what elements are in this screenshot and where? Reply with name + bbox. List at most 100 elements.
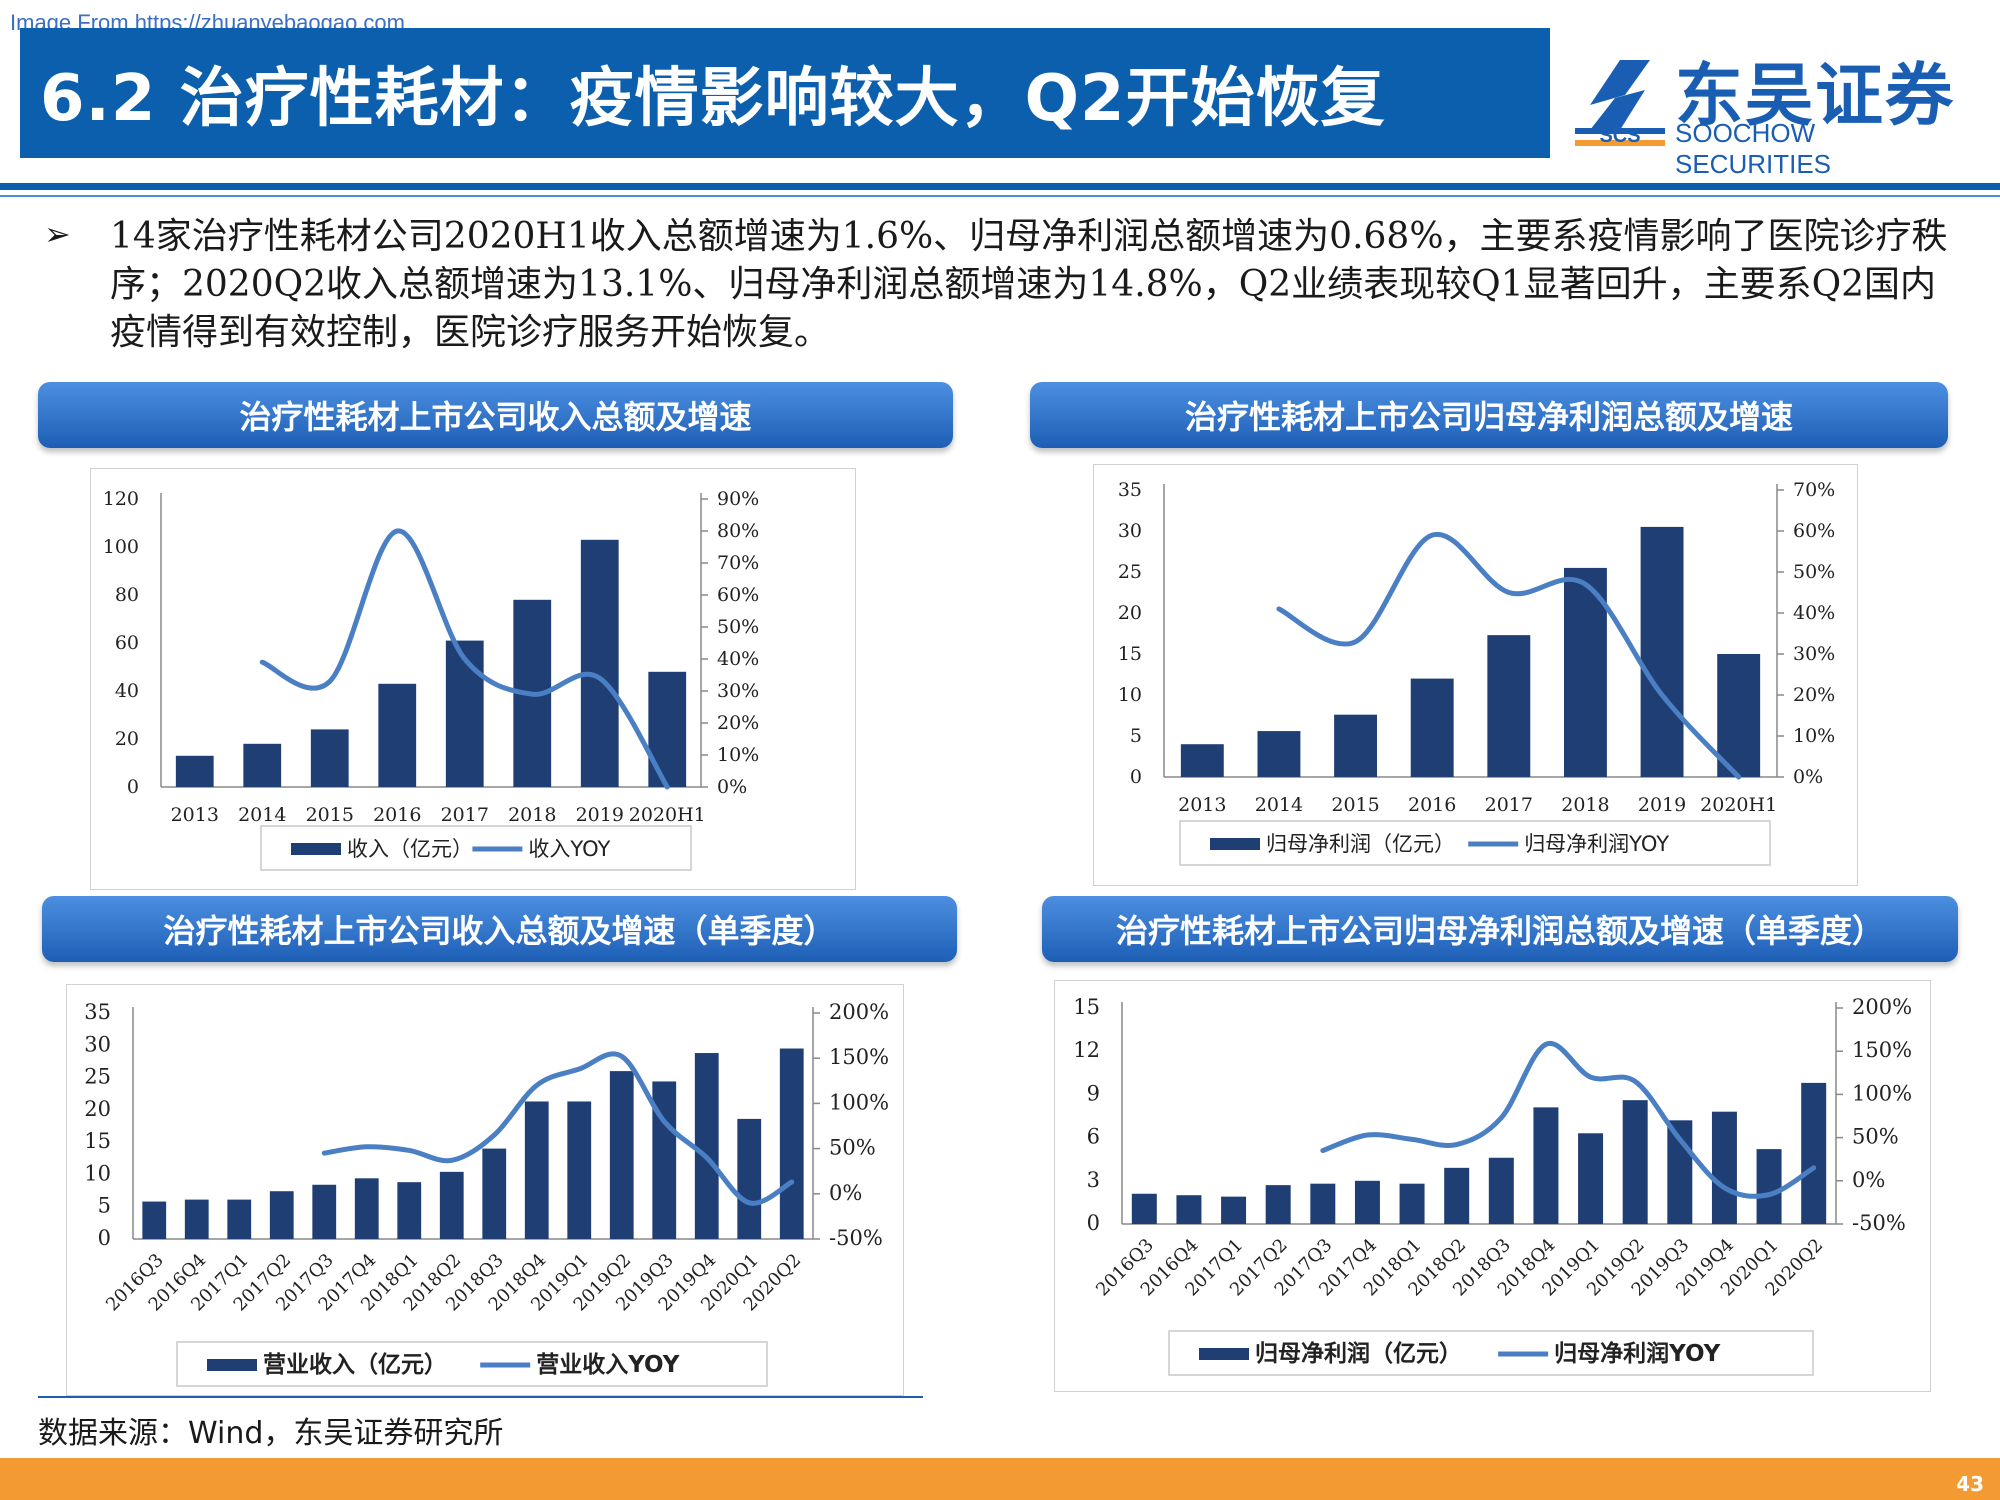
left-tick-label: 15: [1118, 643, 1142, 665]
bar-2018Q1: [1399, 1183, 1425, 1224]
data-source: 数据来源：Wind，东吴证券研究所: [38, 1416, 504, 1451]
title-bar: 6.2 治疗性耗材：疫情影响较大，Q2开始恢复: [20, 28, 1550, 158]
chart-profit-quarterly: 0 3 6 9 12 15 -50% 0% 50% 100% 150% 200% 2016Q3 2016Q…: [1054, 980, 1931, 1392]
left-tick-label: 12: [1073, 1038, 1100, 1062]
legend-bar-swatch: [1199, 1348, 1249, 1360]
bar-2019Q1: [567, 1101, 592, 1239]
bar-2015: [1334, 714, 1378, 777]
bar-2020Q2: [1801, 1082, 1827, 1224]
chart-revenue-quarterly-svg: 05101520253035-50%0%50%100%150%200%2016Q…: [84, 1000, 889, 1387]
legend-bar-swatch: [291, 843, 341, 855]
legend-line-label: 归母净利润YOY: [1524, 832, 1669, 856]
bar-2019: [580, 539, 619, 787]
bar-2019Q3: [652, 1081, 677, 1239]
right-tick-label: 0%: [1793, 766, 1823, 788]
left-tick-label: 30: [1118, 520, 1142, 542]
x-tick-label: 2020H1: [1700, 794, 1777, 816]
right-tick-label: 200%: [829, 1000, 889, 1024]
legend-line-label: 归母净利润YOY: [1554, 1340, 1721, 1367]
legend-line-label: 收入YOY: [528, 837, 610, 861]
right-tick-label: 30%: [1793, 643, 1835, 665]
legend-box: [176, 1341, 768, 1387]
bar-2014: [243, 743, 282, 787]
right-tick-label: 100%: [1852, 1081, 1912, 1105]
right-tick-label: 50%: [829, 1136, 876, 1160]
left-tick-label: 35: [84, 1000, 111, 1024]
header-divider-thin: [0, 195, 2000, 197]
left-tick-label: 20: [84, 1097, 111, 1121]
right-tick-label: -50%: [829, 1226, 883, 1250]
chart-revenue-annual-svg: 0 20 40 60 80 100 120 0% 10% 20% 30% 40% 50% 60% 70% 80…: [103, 488, 759, 871]
bar-2019: [1640, 526, 1684, 777]
arrow-bullet-icon: ➢: [44, 215, 71, 253]
left-tick-label: 30: [84, 1032, 111, 1056]
right-tick-label: 10%: [717, 744, 759, 766]
x-tick-label: 2020H1: [629, 804, 706, 826]
left-tick-label: 15: [1073, 995, 1100, 1019]
bar-2018Q4: [524, 1101, 549, 1239]
left-tick-label: 0: [127, 776, 139, 798]
bar-2017Q2: [1265, 1185, 1291, 1224]
bar-2020H1: [1717, 654, 1761, 777]
left-tick-label: 35: [1118, 479, 1142, 501]
legend-bar-swatch: [207, 1359, 257, 1371]
x-tick-label: 2014: [238, 804, 286, 826]
bar-2020Q2: [779, 1048, 804, 1239]
bar-2013: [175, 755, 214, 787]
right-tick-label: 50%: [717, 616, 759, 638]
bar-2017: [1487, 635, 1531, 777]
page-number: 43: [1956, 1472, 1984, 1496]
yoy-line: [321, 1051, 795, 1206]
right-tick-label: 20%: [1793, 684, 1835, 706]
section-header-revenue-quarterly: 治疗性耗材上市公司收入总额及增速（单季度）: [42, 896, 957, 962]
legend-box: [1168, 1330, 1814, 1376]
legend-box: [260, 825, 692, 871]
bar-2020H1: [648, 671, 687, 787]
footer-bar: [0, 1458, 2000, 1500]
bar-2018Q4: [1533, 1107, 1559, 1224]
logo-chinese-name: 东吴证券: [1675, 57, 1956, 136]
x-tick-label: 2016: [373, 804, 421, 826]
legend-line-label: 营业收入YOY: [536, 1351, 680, 1378]
right-tick-label: 20%: [717, 712, 759, 734]
right-tick-label: 50%: [1852, 1125, 1899, 1149]
x-tick-label: 2015: [306, 804, 354, 826]
x-tick-label: 2017: [1485, 794, 1533, 816]
yoy-line: [259, 528, 670, 790]
bar-2016: [378, 683, 417, 787]
left-tick-label: 10: [84, 1161, 111, 1185]
chart-revenue-quarterly: 0 5 10 15 20 25 30 35 -50% 0% 50% 100% 150% 200% 2016Q…: [66, 984, 904, 1396]
right-tick-label: 60%: [717, 584, 759, 606]
x-tick-label: 2015: [1331, 794, 1379, 816]
bar-2019Q2: [609, 1071, 634, 1239]
chart-profit-quarterly-svg: 03691215-50%0%50%100%150%200%2016Q32016Q…: [1073, 995, 1912, 1376]
legend-bar-label: 归母净利润（亿元）: [1255, 1340, 1462, 1367]
left-tick-label: 9: [1087, 1081, 1100, 1105]
left-tick-label: 20: [115, 728, 139, 750]
bar-2017Q1: [1221, 1196, 1247, 1224]
right-tick-label: 80%: [717, 520, 759, 542]
bar-2018Q2: [439, 1171, 464, 1239]
right-tick-label: 40%: [1793, 602, 1835, 624]
left-tick-label: 10: [1118, 684, 1142, 706]
bar-2018Q1: [397, 1182, 422, 1239]
left-tick-label: 80: [115, 584, 139, 606]
section-header-revenue-annual: 治疗性耗材上市公司收入总额及增速: [38, 382, 953, 448]
yoy-line: [1320, 1040, 1817, 1199]
bar-2019Q4: [1711, 1111, 1737, 1224]
bar-2016Q3: [142, 1201, 167, 1239]
logo-english-name: SOOCHOW SECURITIES: [1675, 118, 1832, 179]
bar-2016Q4: [184, 1199, 209, 1239]
right-tick-label: 100%: [829, 1090, 889, 1114]
bar-2017Q4: [1354, 1180, 1380, 1224]
right-tick-label: 60%: [1793, 520, 1835, 542]
x-tick-label: 2019: [1638, 794, 1686, 816]
x-tick-label: 2013: [171, 804, 219, 826]
right-tick-label: 50%: [1793, 561, 1835, 583]
right-tick-label: 10%: [1793, 725, 1835, 747]
x-tick-label: 2016: [1408, 794, 1456, 816]
bar-2019Q4: [694, 1053, 719, 1239]
x-tick-label: 2014: [1255, 794, 1303, 816]
left-tick-label: 60: [115, 632, 139, 654]
bar-2014: [1257, 731, 1301, 777]
